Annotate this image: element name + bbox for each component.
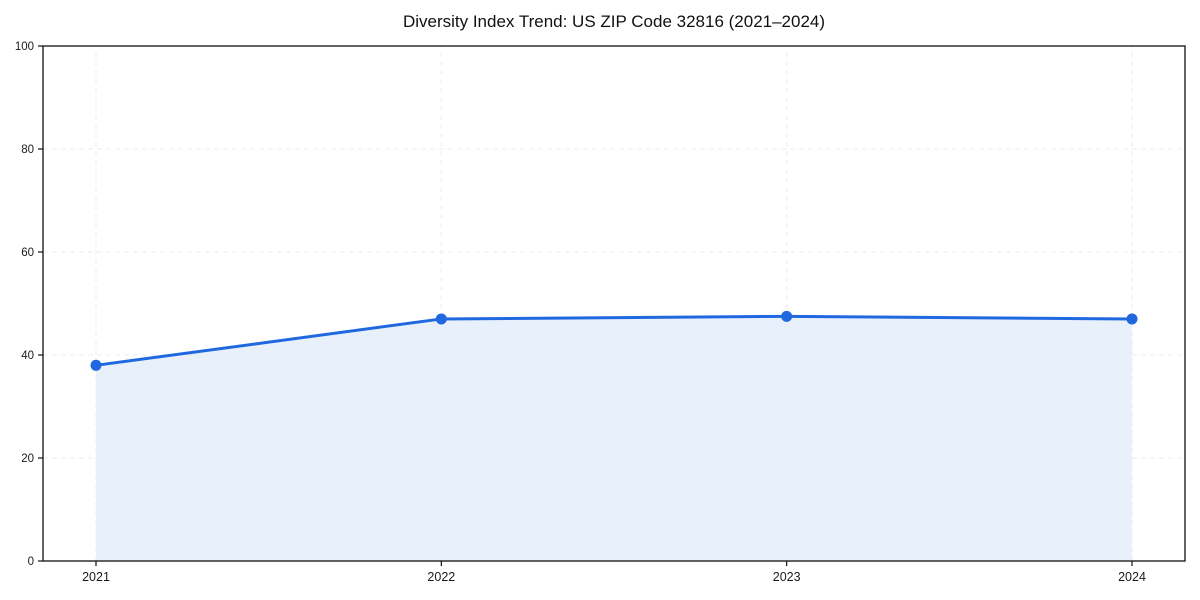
area-fill <box>96 316 1132 561</box>
y-axis-tick-label: 80 <box>21 144 34 156</box>
data-point <box>1126 313 1138 325</box>
plot-border <box>42 45 1186 562</box>
data-point <box>90 359 102 371</box>
data-point <box>435 313 447 325</box>
x-axis-tick-label: 2024 <box>1118 570 1146 584</box>
x-axis-tick-label: 2023 <box>773 570 801 584</box>
y-axis-tick-label: 20 <box>21 453 34 465</box>
trend-line <box>94 314 1134 367</box>
y-axis-tick-label: 0 <box>28 556 34 568</box>
y-axis-tick-label: 60 <box>21 247 34 259</box>
y-axis-tick-label: 100 <box>15 41 34 53</box>
y-axis-tick-label: 40 <box>21 350 34 362</box>
chart-title: Diversity Index Trend: US ZIP Code 32816… <box>402 12 826 31</box>
data-point <box>781 310 793 322</box>
x-axis-tick-label: 2021 <box>82 570 110 584</box>
x-axis-tick-label: 2022 <box>427 570 455 584</box>
